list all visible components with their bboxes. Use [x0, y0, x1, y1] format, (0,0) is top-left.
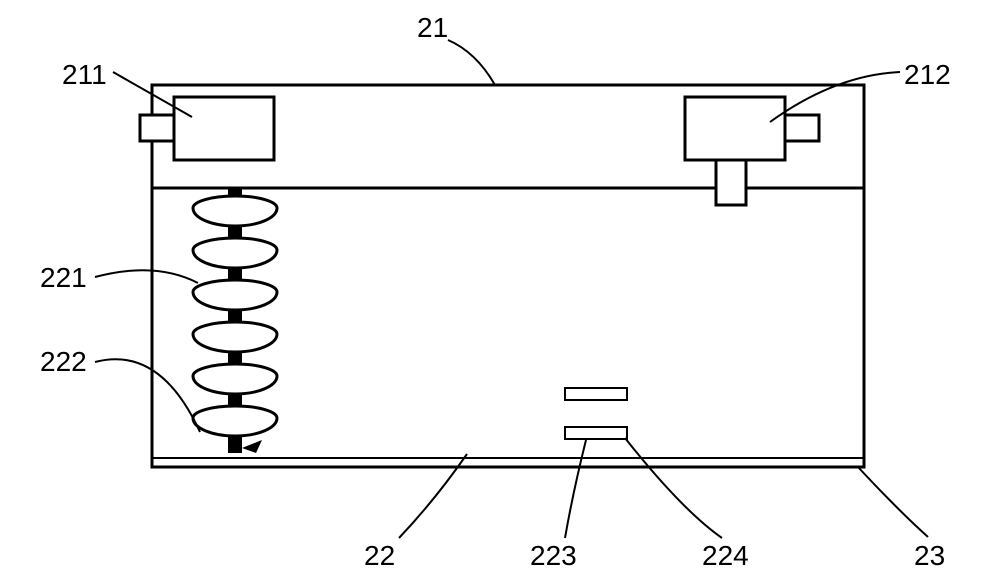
label-22: 22 [364, 540, 395, 572]
right-component-box [685, 97, 785, 160]
inner-bar-2 [565, 427, 627, 439]
label-211: 211 [62, 59, 107, 91]
inner-bar-1 [565, 388, 627, 400]
right-component-tab-bottom [716, 160, 746, 205]
leader-223 [565, 440, 586, 538]
label-21: 21 [417, 12, 448, 44]
leader-221 [95, 270, 198, 283]
label-224: 224 [702, 540, 749, 572]
leader-21 [448, 40, 495, 85]
leader-23 [858, 467, 928, 537]
label-212: 212 [904, 59, 951, 91]
label-23: 23 [914, 540, 945, 572]
spring [193, 188, 277, 453]
label-222: 222 [40, 346, 87, 378]
left-component-tab [140, 115, 174, 141]
label-223: 223 [530, 540, 577, 572]
leader-224 [625, 438, 722, 538]
right-component-tab-right [785, 115, 819, 141]
left-component-box [174, 97, 274, 160]
label-221: 221 [40, 262, 87, 294]
leader-222 [95, 359, 200, 432]
